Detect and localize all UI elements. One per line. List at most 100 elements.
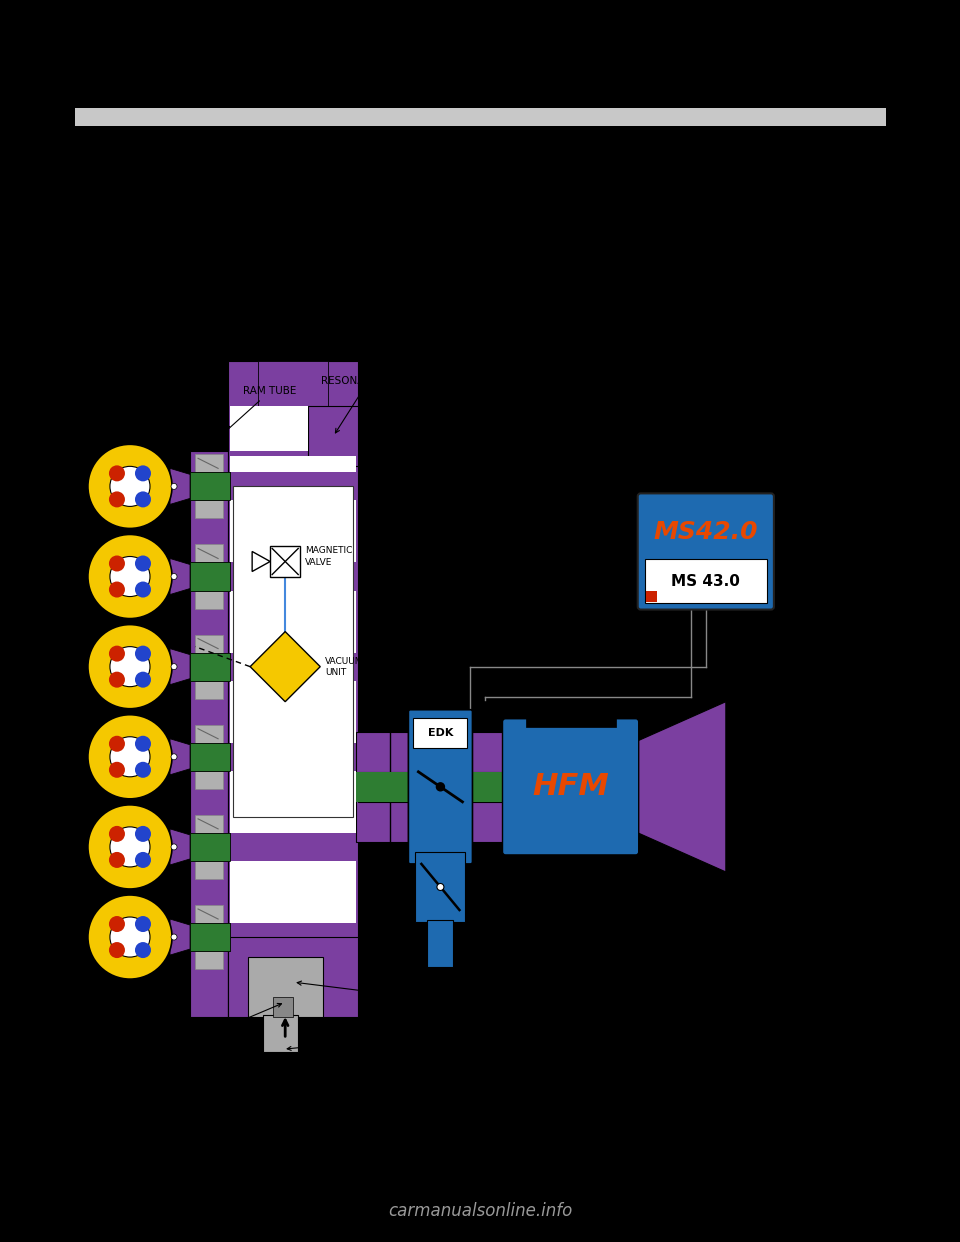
FancyBboxPatch shape (195, 635, 223, 652)
FancyBboxPatch shape (228, 361, 358, 451)
FancyBboxPatch shape (195, 501, 223, 518)
FancyBboxPatch shape (190, 833, 230, 861)
FancyBboxPatch shape (308, 406, 358, 466)
FancyBboxPatch shape (645, 559, 767, 602)
Circle shape (108, 761, 125, 777)
Circle shape (110, 647, 150, 687)
Circle shape (108, 492, 125, 508)
Circle shape (171, 574, 177, 580)
Circle shape (171, 663, 177, 669)
Text: CRANKCASE VENTILATION: CRANKCASE VENTILATION (287, 1032, 469, 1051)
Text: MS 43.0: MS 43.0 (671, 574, 740, 589)
Polygon shape (170, 828, 190, 864)
FancyBboxPatch shape (228, 426, 358, 1017)
Circle shape (171, 843, 177, 850)
Circle shape (108, 672, 125, 688)
FancyBboxPatch shape (75, 108, 886, 125)
Text: RESONANCE MANIFOLD: RESONANCE MANIFOLD (298, 981, 492, 1004)
Polygon shape (170, 468, 190, 504)
FancyBboxPatch shape (195, 681, 223, 699)
Text: 41: 41 (853, 1118, 876, 1136)
Circle shape (88, 805, 172, 889)
Text: EDK: EDK (428, 728, 453, 738)
FancyBboxPatch shape (230, 501, 356, 563)
Text: M54engMS43/ST036/6/20000: M54engMS43/ST036/6/20000 (723, 1134, 876, 1144)
Circle shape (437, 782, 444, 791)
Circle shape (171, 483, 177, 489)
Circle shape (171, 754, 177, 760)
FancyBboxPatch shape (230, 406, 308, 451)
Polygon shape (170, 559, 190, 595)
FancyBboxPatch shape (195, 725, 223, 743)
Circle shape (108, 646, 125, 662)
Text: Routing  the intake air to only one intake valve causes the intake to swirl in t: Routing the intake air to only one intak… (83, 266, 670, 315)
Circle shape (108, 826, 125, 842)
Circle shape (110, 466, 150, 507)
Text: RAM TUBE: RAM TUBE (212, 386, 297, 443)
Polygon shape (170, 739, 190, 775)
Polygon shape (170, 919, 190, 955)
FancyBboxPatch shape (230, 681, 356, 743)
FancyBboxPatch shape (190, 833, 230, 861)
Text: RESONANCE TUBE: RESONANCE TUBE (321, 376, 416, 433)
Circle shape (135, 735, 151, 751)
Polygon shape (251, 632, 321, 702)
FancyBboxPatch shape (190, 743, 230, 771)
FancyBboxPatch shape (248, 958, 324, 1017)
Text: carmanualsonline.info: carmanualsonline.info (388, 1202, 572, 1220)
Circle shape (135, 466, 151, 482)
FancyBboxPatch shape (425, 859, 455, 869)
Text: HFM: HFM (532, 773, 609, 801)
FancyBboxPatch shape (195, 455, 223, 472)
Circle shape (135, 492, 151, 508)
Circle shape (135, 826, 151, 842)
FancyBboxPatch shape (230, 771, 356, 833)
Circle shape (108, 735, 125, 751)
Circle shape (108, 466, 125, 482)
FancyBboxPatch shape (263, 1015, 299, 1052)
FancyBboxPatch shape (230, 861, 356, 923)
FancyBboxPatch shape (358, 771, 669, 802)
Circle shape (108, 852, 125, 868)
FancyBboxPatch shape (414, 718, 468, 748)
FancyBboxPatch shape (190, 923, 230, 951)
Circle shape (108, 917, 125, 932)
FancyBboxPatch shape (356, 732, 557, 842)
FancyBboxPatch shape (190, 923, 230, 951)
Circle shape (135, 852, 151, 868)
FancyBboxPatch shape (195, 861, 223, 879)
Text: MS42.0: MS42.0 (654, 519, 758, 544)
Circle shape (110, 556, 150, 596)
Circle shape (108, 941, 125, 958)
Circle shape (88, 895, 172, 979)
FancyBboxPatch shape (427, 920, 453, 968)
FancyBboxPatch shape (190, 563, 230, 590)
FancyBboxPatch shape (190, 743, 230, 771)
Circle shape (88, 625, 172, 709)
FancyBboxPatch shape (646, 590, 657, 601)
FancyBboxPatch shape (195, 771, 223, 789)
FancyBboxPatch shape (416, 852, 466, 922)
FancyBboxPatch shape (190, 652, 230, 681)
Circle shape (135, 581, 151, 597)
FancyBboxPatch shape (637, 493, 774, 610)
FancyBboxPatch shape (195, 590, 223, 609)
Circle shape (135, 555, 151, 571)
FancyBboxPatch shape (195, 815, 223, 833)
FancyBboxPatch shape (228, 936, 358, 1017)
FancyBboxPatch shape (356, 771, 557, 802)
Circle shape (171, 934, 177, 940)
FancyBboxPatch shape (190, 652, 230, 681)
FancyBboxPatch shape (230, 590, 356, 652)
FancyBboxPatch shape (190, 563, 230, 590)
FancyBboxPatch shape (233, 487, 353, 817)
Circle shape (135, 941, 151, 958)
Polygon shape (636, 702, 726, 872)
Circle shape (108, 581, 125, 597)
Circle shape (135, 917, 151, 932)
FancyBboxPatch shape (190, 451, 228, 1017)
Circle shape (135, 672, 151, 688)
FancyBboxPatch shape (190, 472, 230, 501)
Circle shape (88, 714, 172, 799)
Text: TURBULENCE BORE 0:5.5mm: TURBULENCE BORE 0:5.5mm (87, 1046, 229, 1056)
